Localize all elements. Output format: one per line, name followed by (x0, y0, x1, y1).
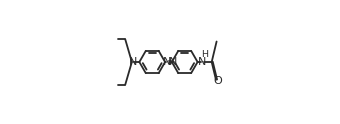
Text: N: N (163, 57, 171, 67)
Text: N: N (169, 57, 177, 67)
Text: O: O (214, 76, 222, 86)
Text: N: N (129, 57, 137, 67)
Text: N: N (198, 57, 206, 67)
Text: H: H (201, 50, 208, 59)
